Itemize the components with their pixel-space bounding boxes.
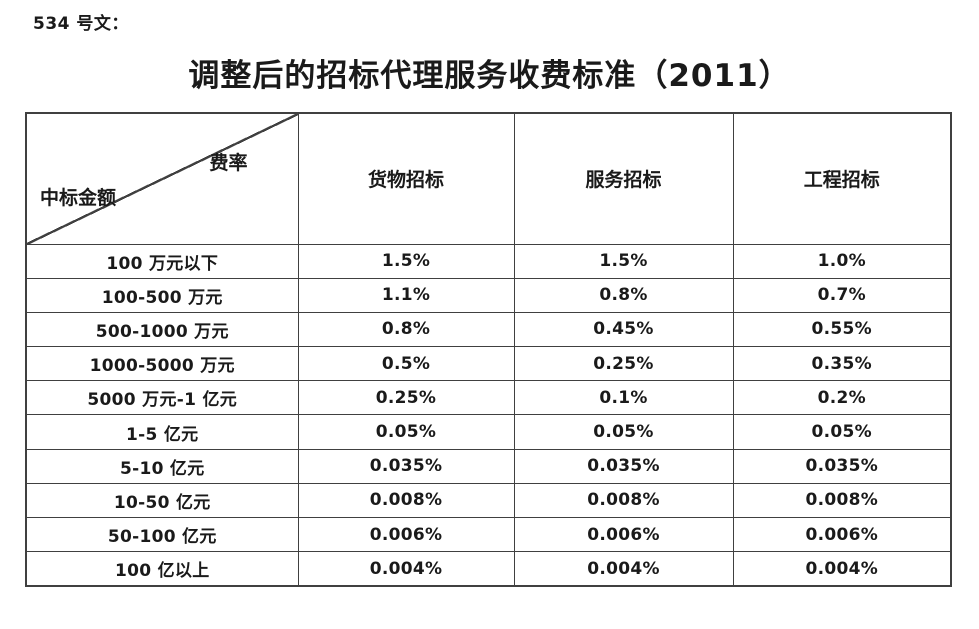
- page-title: 调整后的招标代理服务收费标准（2011）: [188, 58, 791, 94]
- column-header-service-bidding: 服务招标: [513, 112, 734, 245]
- service-rate-cell: 0.006%: [513, 516, 734, 553]
- amount-cell: 500-1000 万元: [25, 311, 299, 348]
- table-body: 100 万元以下 1.5% 1.5% 1.0% 100-500 万元 1.1% …: [25, 243, 952, 587]
- service-rate-cell: 0.8%: [513, 277, 734, 313]
- service-rate-cell: 0.25%: [513, 346, 734, 382]
- goods-rate-cell: 0.004%: [297, 551, 515, 587]
- service-rate-cell: 0.008%: [513, 482, 734, 519]
- table-row: 5-10 亿元 0.035% 0.035% 0.035%: [25, 448, 952, 484]
- goods-rate-cell: 1.1%: [297, 277, 515, 313]
- table-row: 1-5 亿元 0.05% 0.05% 0.05%: [25, 414, 952, 450]
- engineering-rate-cell: 0.008%: [732, 482, 952, 519]
- goods-rate-cell: 0.05%: [297, 414, 515, 450]
- amount-cell: 1000-5000 万元: [25, 346, 299, 382]
- service-rate-cell: 1.5%: [513, 243, 734, 279]
- document-number-label: 534 号文：: [33, 14, 129, 34]
- service-rate-cell: 0.05%: [513, 414, 734, 450]
- engineering-rate-cell: 1.0%: [732, 243, 952, 279]
- engineering-rate-cell: 0.035%: [732, 448, 952, 484]
- table-row: 50-100 亿元 0.006% 0.006% 0.006%: [25, 516, 952, 553]
- service-rate-cell: 0.45%: [513, 311, 734, 348]
- column-header-goods-bidding: 货物招标: [297, 112, 515, 245]
- header-row: 费率 中标金额 货物招标 服务招标 工程招标: [25, 112, 952, 245]
- fee-rate-table: 费率 中标金额 货物招标 服务招标 工程招标 100 万元以下 1.5% 1.5…: [25, 112, 952, 587]
- goods-rate-cell: 0.006%: [297, 516, 515, 553]
- amount-cell: 10-50 亿元: [25, 482, 299, 519]
- amount-cell: 100 万元以下: [25, 243, 299, 279]
- engineering-rate-cell: 0.2%: [732, 380, 952, 416]
- table-header: 费率 中标金额 货物招标 服务招标 工程招标: [25, 112, 952, 245]
- table-row: 10-50 亿元 0.008% 0.008% 0.008%: [25, 482, 952, 519]
- amount-cell: 1-5 亿元: [25, 414, 299, 450]
- goods-rate-cell: 0.5%: [297, 346, 515, 382]
- corner-header-cell: 费率 中标金额: [25, 112, 299, 245]
- goods-rate-cell: 0.8%: [297, 311, 515, 348]
- table-row: 1000-5000 万元 0.5% 0.25% 0.35%: [25, 346, 952, 382]
- engineering-rate-cell: 0.7%: [732, 277, 952, 313]
- goods-rate-cell: 0.035%: [297, 448, 515, 484]
- table-row: 5000 万元-1 亿元 0.25% 0.1% 0.2%: [25, 380, 952, 416]
- corner-label-bid-amount: 中标金额: [40, 186, 117, 209]
- engineering-rate-cell: 0.006%: [732, 516, 952, 553]
- goods-rate-cell: 0.25%: [297, 380, 515, 416]
- amount-cell: 5-10 亿元: [25, 448, 299, 484]
- goods-rate-cell: 1.5%: [297, 243, 515, 279]
- goods-rate-cell: 0.008%: [297, 482, 515, 519]
- engineering-rate-cell: 0.55%: [732, 311, 952, 348]
- service-rate-cell: 0.004%: [513, 551, 734, 587]
- amount-cell: 5000 万元-1 亿元: [25, 380, 299, 416]
- table-row: 500-1000 万元 0.8% 0.45% 0.55%: [25, 311, 952, 348]
- column-header-engineering-bidding: 工程招标: [732, 112, 952, 245]
- amount-cell: 50-100 亿元: [25, 516, 299, 553]
- corner-label-fee-rate: 费率: [209, 152, 248, 174]
- engineering-rate-cell: 0.004%: [732, 551, 952, 587]
- service-rate-cell: 0.035%: [513, 448, 734, 484]
- amount-cell: 100-500 万元: [25, 277, 299, 313]
- table-row: 100-500 万元 1.1% 0.8% 0.7%: [25, 277, 952, 313]
- table-row: 100 万元以下 1.5% 1.5% 1.0%: [25, 243, 952, 279]
- service-rate-cell: 0.1%: [513, 380, 734, 416]
- engineering-rate-cell: 0.05%: [732, 414, 952, 450]
- table-row: 100 亿以上 0.004% 0.004% 0.004%: [25, 551, 952, 587]
- amount-cell: 100 亿以上: [25, 551, 299, 587]
- engineering-rate-cell: 0.35%: [732, 346, 952, 382]
